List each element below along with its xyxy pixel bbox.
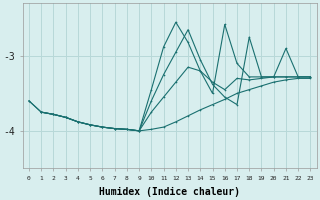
X-axis label: Humidex (Indice chaleur): Humidex (Indice chaleur) [99,186,240,197]
